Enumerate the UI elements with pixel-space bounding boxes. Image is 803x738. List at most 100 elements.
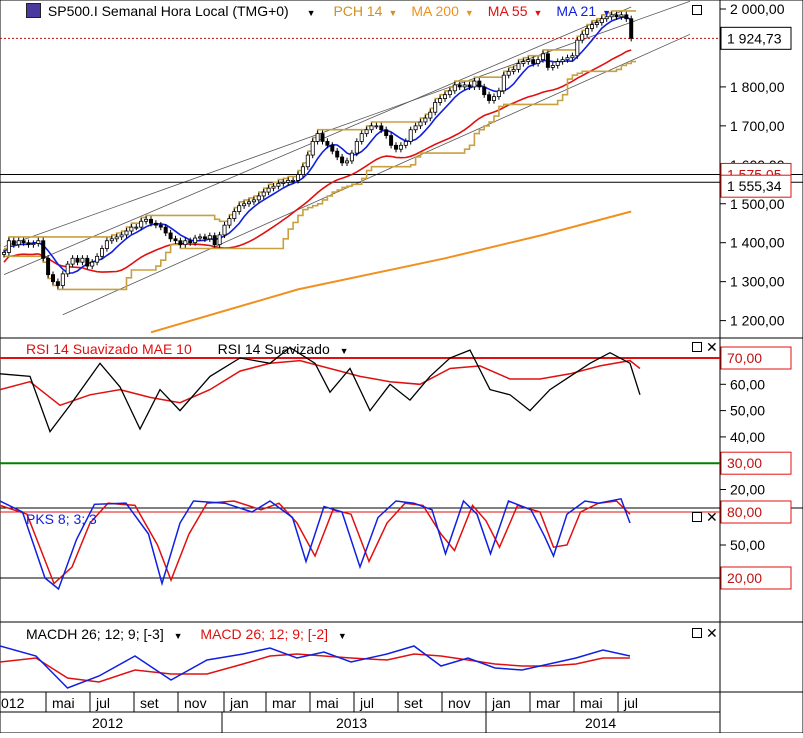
macd-label[interactable]: MACD 26; 12; 9; [-2]	[200, 626, 329, 642]
indicator-dropdown-icon[interactable]: ▼	[464, 8, 474, 18]
candle-body	[619, 14, 624, 18]
ma55-line	[3, 49, 632, 273]
price-tick-label: 2 000,00	[730, 1, 785, 17]
rsi-line	[0, 346, 641, 433]
candle-body	[506, 70, 511, 76]
maximize-icon[interactable]	[692, 5, 702, 15]
candle-body	[202, 236, 207, 240]
macd-close-icon[interactable]: ✕	[706, 625, 718, 641]
macd-pane[interactable]	[0, 645, 631, 689]
indicator-dropdown-icon[interactable]: ▼	[533, 8, 543, 18]
candle-body	[482, 86, 487, 96]
indicator-label-2[interactable]: MA 55	[487, 3, 528, 19]
candle-body	[575, 39, 580, 57]
candle-body	[217, 234, 222, 246]
candle-body	[90, 261, 95, 267]
price-tick-label: 1 800,00	[730, 79, 785, 95]
rsi-label[interactable]: RSI 14 Suavizado	[217, 341, 330, 357]
candle-body	[487, 94, 492, 101]
candle-body	[114, 236, 119, 240]
price-tick-label: 1 500,00	[730, 196, 785, 212]
rsi-pane[interactable]	[0, 346, 720, 465]
candle-body	[2, 252, 7, 255]
month-label: 012	[1, 695, 25, 711]
price-tick-label: 1 400,00	[730, 235, 785, 251]
candle-body	[565, 57, 570, 61]
rsi-legend: RSI 14 Suavizado MAE 10 RSI 14 Suavizado…	[26, 341, 363, 357]
candle-body	[393, 144, 398, 150]
candle-body	[305, 154, 310, 168]
month-label: mar	[272, 695, 296, 711]
pks-pane[interactable]	[0, 497, 720, 591]
pch-lower-line	[4, 60, 637, 291]
price-legend: SP500.I Semanal Hora Local (TMG+0) ▼ PCH…	[26, 3, 625, 19]
candle-body	[46, 257, 51, 276]
macd-dropdown-icon[interactable]: ▼	[337, 631, 347, 641]
candle-body	[144, 218, 149, 222]
candle-body	[75, 257, 80, 263]
candle-body	[398, 144, 403, 150]
rsi-tick-label: 60,00	[730, 376, 765, 392]
candle-body	[585, 28, 590, 35]
pks-close-icon[interactable]: ✕	[706, 509, 718, 525]
price-pane[interactable]	[0, 0, 803, 334]
chart-title[interactable]: SP500.I Semanal Hora Local (TMG+0)	[47, 3, 289, 19]
macdh-line	[0, 645, 631, 689]
candle-body	[261, 191, 266, 197]
title-dropdown-icon[interactable]: ▼	[306, 8, 316, 18]
candle-body	[197, 236, 202, 239]
candle-body	[256, 195, 261, 201]
candle-body	[570, 55, 575, 59]
rsi-tick-label: 20,00	[730, 482, 765, 498]
indicator-dropdown-icon[interactable]: ▼	[602, 8, 612, 18]
macd-maximize-icon[interactable]	[692, 628, 702, 638]
macdh-dropdown-icon[interactable]: ▼	[173, 631, 183, 641]
candle-body	[291, 179, 296, 182]
rsi-mae-line	[0, 359, 641, 407]
pks-level-high-badge-box	[720, 500, 792, 524]
candle-body	[21, 240, 26, 244]
indicator-label-0[interactable]: PCH 14	[333, 3, 383, 19]
candle-body	[433, 102, 438, 113]
value-axes: 2 000,001 800,001 700,001 600,001 500,00…	[720, 1, 792, 590]
month-label: jan	[491, 695, 511, 711]
candle-body	[536, 59, 541, 64]
candle-body	[340, 156, 345, 164]
candle-body	[511, 68, 516, 72]
candle-body	[95, 255, 100, 263]
pks-level-low-badge-box	[720, 566, 792, 590]
month-label: set	[404, 695, 423, 711]
pks-label[interactable]: PKS 8; 3; 3	[26, 511, 97, 527]
rsi-maximize-icon[interactable]	[692, 342, 702, 352]
candle-body	[467, 84, 472, 88]
candle-body	[148, 218, 153, 224]
candle-body	[590, 24, 595, 29]
candle-body	[70, 257, 75, 265]
candle-body	[119, 234, 124, 238]
candle-body	[609, 14, 614, 18]
candle-body	[178, 240, 183, 246]
macdh-label[interactable]: MACDH 26; 12; 9; [-3]	[26, 626, 164, 642]
pks-d-line	[0, 500, 631, 585]
indicator-label-3[interactable]: MA 21	[556, 3, 597, 19]
candle-body	[11, 240, 16, 246]
candle-body	[501, 74, 506, 92]
month-label: mar	[536, 695, 560, 711]
pks-maximize-icon[interactable]	[692, 512, 702, 522]
candle-body	[26, 242, 31, 246]
month-label: mai	[52, 695, 75, 711]
month-label: jul	[95, 695, 110, 711]
candle-body	[438, 98, 443, 103]
rsi-dropdown-icon[interactable]: ▼	[339, 346, 349, 356]
candle-body	[295, 174, 300, 181]
candle-body	[55, 281, 60, 286]
indicator-dropdown-icon[interactable]: ▼	[388, 8, 398, 18]
candle-body	[526, 59, 531, 62]
rsi-close-icon[interactable]: ✕	[706, 339, 718, 355]
candle-body	[496, 90, 501, 98]
candle-body	[188, 240, 193, 244]
candle-body	[31, 243, 36, 246]
indicator-label-1[interactable]: MA 200	[411, 3, 459, 19]
rsi-mae-label[interactable]: RSI 14 Suavizado MAE 10	[26, 341, 192, 357]
